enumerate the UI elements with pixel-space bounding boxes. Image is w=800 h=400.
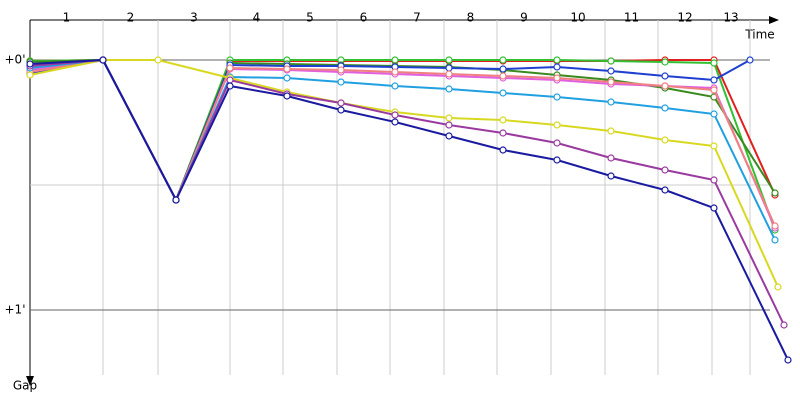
x-tick-label: 4	[253, 11, 261, 25]
data-point	[499, 65, 507, 73]
x-tick-label: 13	[723, 11, 738, 25]
data-point	[445, 132, 453, 140]
data-point	[499, 146, 507, 154]
data-point	[226, 82, 234, 90]
data-point	[710, 204, 718, 212]
data-point	[445, 70, 453, 78]
data-point	[553, 139, 561, 147]
y-tick-label: +1'	[5, 303, 26, 317]
data-point	[172, 196, 180, 204]
data-point	[607, 154, 615, 162]
x-tick-label: 10	[570, 11, 585, 25]
data-point	[661, 136, 669, 144]
data-point	[337, 78, 345, 86]
data-point	[283, 92, 291, 100]
data-point	[710, 110, 718, 118]
data-point	[661, 58, 669, 66]
x-axis-label: Time	[744, 28, 774, 42]
data-point	[391, 82, 399, 90]
data-point	[391, 118, 399, 126]
x-tick-label: 8	[467, 11, 475, 25]
data-point	[445, 64, 453, 72]
x-tick-label: 6	[360, 11, 368, 25]
data-point	[607, 78, 615, 86]
data-point	[607, 127, 615, 135]
data-point	[337, 106, 345, 114]
data-point	[445, 85, 453, 93]
y-tick-label: +0'	[5, 53, 26, 67]
data-point	[710, 76, 718, 84]
data-point	[445, 114, 453, 122]
x-tick-label: 1	[63, 11, 71, 25]
x-tick-label: 12	[677, 11, 692, 25]
data-point	[661, 166, 669, 174]
data-point	[391, 68, 399, 76]
data-point	[661, 104, 669, 112]
data-point	[771, 189, 779, 197]
data-point	[746, 56, 754, 64]
data-point	[391, 56, 399, 64]
data-point	[337, 99, 345, 107]
series-line	[29, 58, 789, 361]
data-point	[391, 111, 399, 119]
data-point	[499, 89, 507, 97]
data-point	[499, 72, 507, 80]
x-tick-label: 9	[520, 11, 528, 25]
data-point	[99, 56, 107, 64]
series-line	[29, 58, 776, 203]
data-point	[553, 56, 561, 64]
data-point	[607, 172, 615, 180]
data-point	[337, 66, 345, 74]
data-point	[607, 98, 615, 106]
data-point	[780, 321, 788, 329]
data-point	[226, 76, 234, 84]
data-point	[774, 283, 782, 291]
data-point	[445, 56, 453, 64]
data-point	[710, 59, 718, 67]
data-point	[784, 356, 792, 364]
data-point	[26, 60, 34, 68]
data-point	[553, 63, 561, 71]
data-point	[499, 56, 507, 64]
data-point	[553, 156, 561, 164]
data-point	[154, 56, 162, 64]
data-point	[283, 74, 291, 82]
data-point	[499, 116, 507, 124]
data-point	[283, 65, 291, 73]
x-tick-label: 11	[624, 11, 639, 25]
x-tick-label: 3	[190, 11, 198, 25]
data-point	[607, 57, 615, 65]
data-point	[26, 71, 34, 79]
data-point	[499, 129, 507, 137]
data-point	[661, 72, 669, 80]
data-point	[445, 121, 453, 129]
data-point	[710, 176, 718, 184]
series-line	[29, 59, 779, 288]
x-tick-label: 2	[127, 11, 135, 25]
data-point	[553, 93, 561, 101]
data-point	[771, 236, 779, 244]
data-point	[661, 186, 669, 194]
data-point	[710, 86, 718, 94]
x-tick-label: 7	[413, 11, 421, 25]
data-point	[661, 82, 669, 90]
data-point	[553, 74, 561, 82]
data-point	[771, 222, 779, 230]
series-line	[29, 58, 776, 203]
x-tick-label: 5	[306, 11, 314, 25]
data-point	[553, 121, 561, 129]
data-point	[607, 67, 615, 75]
data-point	[710, 142, 718, 150]
y-axis-label: Gap	[13, 379, 37, 393]
data-point	[226, 64, 234, 72]
